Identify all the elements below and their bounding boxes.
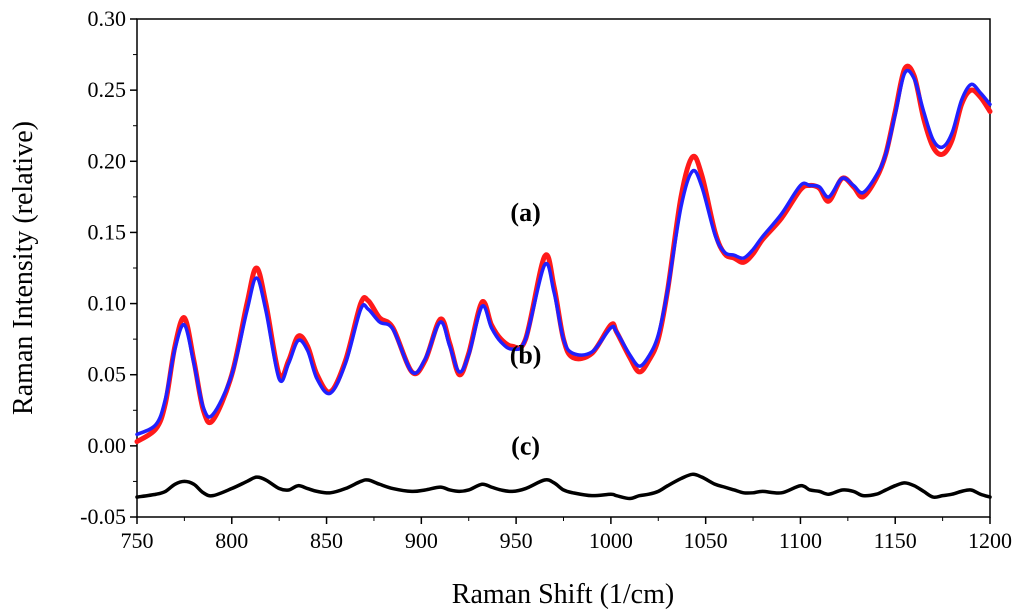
- y-tick-label: -0.05: [80, 504, 126, 529]
- annotation-label: (b): [510, 340, 542, 369]
- y-tick-label: 0.00: [88, 433, 127, 458]
- series-line-c: [135, 472, 992, 501]
- x-tick-label: 900: [405, 528, 438, 553]
- annotation-label: (c): [511, 431, 540, 460]
- y-tick-label: 0.10: [88, 291, 127, 316]
- series-line-b: [135, 68, 992, 437]
- y-tick-label: 0.25: [88, 77, 127, 102]
- annotations: (a) (b) (c): [510, 198, 542, 460]
- x-tick-label: 750: [121, 528, 154, 553]
- x-tick-label: 1050: [684, 528, 728, 553]
- y-axis: -0.05 0.00 0.05 0.10 0.15 0.20 0.25 0.30: [80, 6, 137, 529]
- x-tick-label: 950: [500, 528, 533, 553]
- x-tick-label: 800: [215, 528, 248, 553]
- x-tick-label: 1150: [874, 528, 917, 553]
- x-tick-label: 1000: [589, 528, 633, 553]
- series-line-a: [134, 63, 993, 445]
- y-axis-title: Raman Intensity (relative): [8, 121, 39, 415]
- x-tick-label: 850: [310, 528, 343, 553]
- series-group: [134, 63, 993, 501]
- x-tick-label: 1100: [779, 528, 822, 553]
- plot-frame: [136, 18, 991, 518]
- y-tick-label: 0.15: [88, 219, 127, 244]
- y-tick-label: 0.05: [88, 362, 127, 387]
- y-tick-label: 0.30: [88, 6, 127, 31]
- annotation-label: (a): [510, 198, 540, 227]
- y-tick-label: 0.20: [88, 148, 127, 173]
- x-axis-title: Raman Shift (1/cm): [452, 579, 674, 610]
- x-tick-label: 1200: [968, 528, 1012, 553]
- x-axis: 750 800 850 900 950 1000 1050 1100 1150 1200: [121, 517, 1012, 553]
